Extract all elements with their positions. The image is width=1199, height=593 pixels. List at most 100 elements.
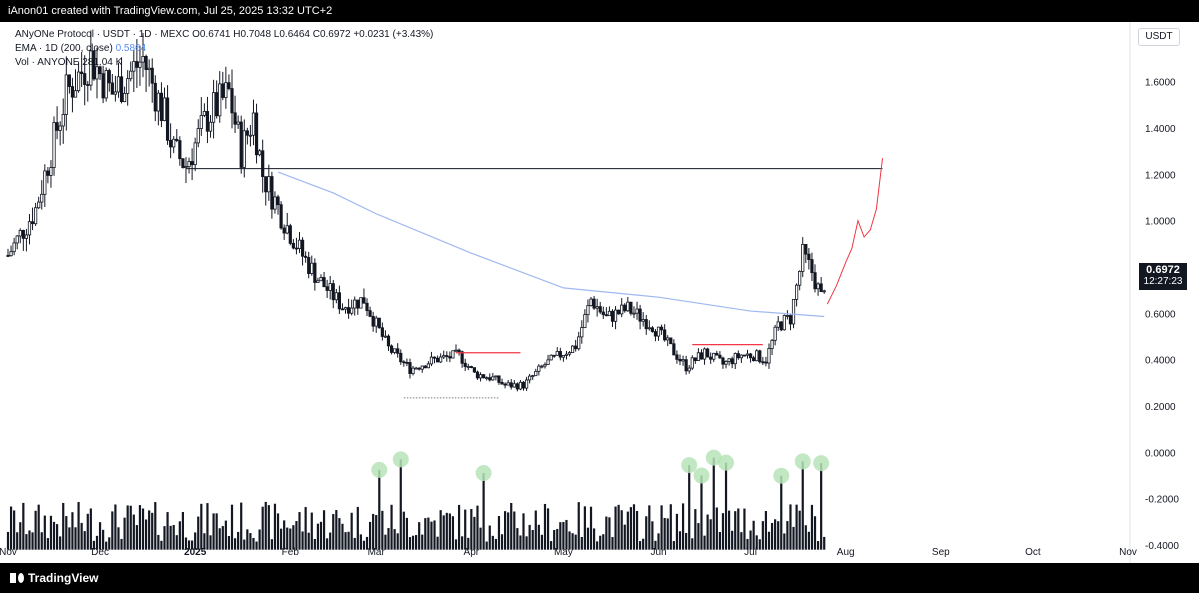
volume-bar xyxy=(138,505,142,550)
volume-bar xyxy=(556,528,559,550)
legend-vol-value: 281.04 K xyxy=(82,57,123,68)
candle-body xyxy=(123,93,127,103)
volume-bar xyxy=(629,507,633,550)
volume-bar xyxy=(393,529,396,550)
candle-body xyxy=(362,297,366,304)
candle-body xyxy=(669,337,673,345)
volume-bar xyxy=(427,517,430,550)
candle-body xyxy=(497,375,501,383)
currency-selector[interactable]: USDT xyxy=(1138,28,1180,46)
volume-bar xyxy=(654,540,657,550)
volume-bar xyxy=(270,539,273,550)
volume-bar xyxy=(543,503,547,550)
candle-body xyxy=(393,348,397,353)
volume-bar xyxy=(734,511,737,550)
candle-body xyxy=(353,299,357,309)
attribution-bar: iAnon01 created with TradingView.com, Ju… xyxy=(0,0,1199,22)
candle-body xyxy=(18,229,22,237)
candle-body xyxy=(245,130,249,136)
candle-body xyxy=(681,359,685,362)
legend-symbol: ANyONe Protocol · USDT · 1D · MEXC xyxy=(15,29,190,40)
candle-body xyxy=(270,176,274,210)
candle-body xyxy=(408,362,412,374)
chart-area[interactable]: 1.60001.40001.20001.00000.80000.60000.40… xyxy=(0,22,1199,563)
volume-bar xyxy=(83,531,86,550)
volume-bar xyxy=(335,510,338,550)
volume-bar xyxy=(626,511,629,550)
candle-body xyxy=(374,317,378,327)
candle-body xyxy=(55,122,59,131)
tradingview-logo[interactable]: TradingView xyxy=(10,571,98,585)
volume-bar xyxy=(479,527,482,550)
volume-bar xyxy=(767,531,771,550)
y-tick-label: 1.2000 xyxy=(1145,170,1176,181)
volume-bar xyxy=(672,541,675,550)
volume-bar xyxy=(215,513,218,550)
volume-bar xyxy=(436,536,439,550)
volume-bar xyxy=(34,510,37,550)
volume-bar xyxy=(721,513,725,550)
volume-bar xyxy=(19,522,22,550)
y-tick-label: 0.0000 xyxy=(1145,448,1176,459)
legend: ANyONe Protocol · USDT · 1D · MEXC O0.67… xyxy=(15,28,433,70)
candle-body xyxy=(613,309,618,322)
candle-body xyxy=(347,307,351,314)
volume-bar xyxy=(418,522,421,550)
legend-ema-label: EMA · 1D (200, close) xyxy=(15,43,113,54)
candle-body xyxy=(267,176,271,193)
candle-body xyxy=(389,345,394,353)
candle-body xyxy=(810,259,814,274)
candle-body xyxy=(478,374,483,379)
x-tick-label: May xyxy=(554,547,573,558)
y-tick-label: 0.4000 xyxy=(1145,356,1176,367)
candle-body xyxy=(445,355,449,357)
candle-body xyxy=(638,308,642,322)
candle-body xyxy=(92,50,96,80)
candle-body xyxy=(755,350,759,362)
volume-bar xyxy=(798,510,801,550)
candle-body xyxy=(463,362,467,367)
volume-bar xyxy=(31,532,34,550)
legend-vol-label: Vol · ANYONE xyxy=(15,57,80,68)
volume-bar xyxy=(620,510,623,550)
candle-body xyxy=(242,130,246,168)
price-chart[interactable]: 1.60001.40001.20001.00000.80000.60000.40… xyxy=(0,22,1199,563)
candle-body xyxy=(804,243,808,255)
volume-bar xyxy=(77,502,80,550)
candle-body xyxy=(359,297,363,309)
candle-body xyxy=(21,229,25,239)
candle-body xyxy=(601,311,605,316)
volume-bar xyxy=(286,527,289,550)
volume-spike-marker xyxy=(681,457,698,474)
tradingview-logo-text: TradingView xyxy=(28,571,99,585)
volume-bar xyxy=(344,532,347,550)
volume-bar xyxy=(356,506,359,550)
candle-body xyxy=(76,71,81,92)
candle-body xyxy=(610,310,615,322)
candle-body xyxy=(107,70,111,84)
candle-body xyxy=(337,292,341,310)
volume-bar xyxy=(295,521,298,550)
candle-body xyxy=(491,376,495,381)
candle-body xyxy=(807,253,811,260)
volume-bar xyxy=(55,524,59,550)
ema-line xyxy=(277,171,825,318)
volume-bar xyxy=(16,532,19,550)
volume-bar xyxy=(577,502,580,550)
volume-bar xyxy=(178,521,181,550)
volume-bar xyxy=(105,541,108,550)
candle-body xyxy=(27,221,32,236)
volume-bar xyxy=(359,534,362,550)
volume-spike-marker xyxy=(773,467,790,484)
volume-bar xyxy=(362,540,366,550)
candle-body xyxy=(635,308,639,314)
candle-body xyxy=(706,348,710,358)
candle-body xyxy=(190,161,194,166)
candle-body xyxy=(592,298,596,309)
candle-body xyxy=(89,50,93,86)
candle-body xyxy=(460,351,464,364)
x-tick-label: Apr xyxy=(464,547,480,558)
candle-body xyxy=(264,176,268,193)
candle-body xyxy=(699,352,704,360)
